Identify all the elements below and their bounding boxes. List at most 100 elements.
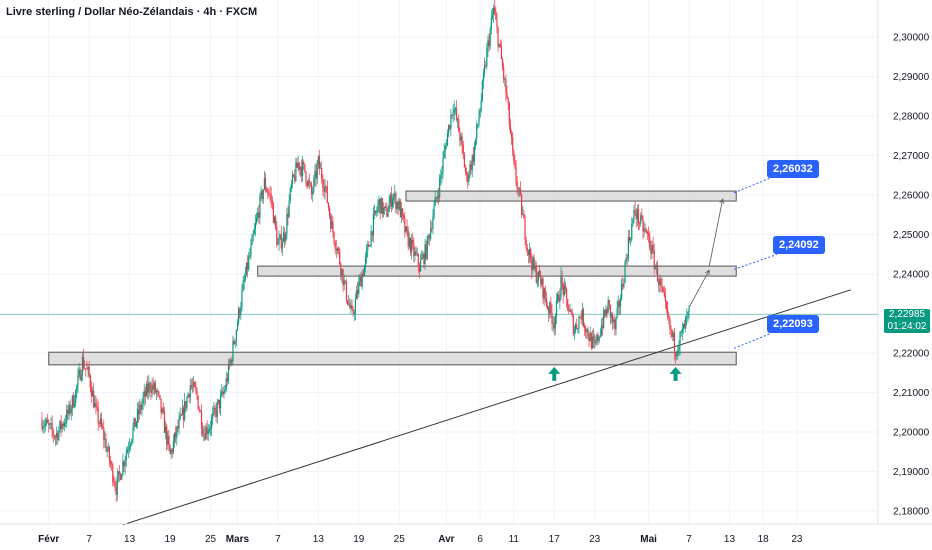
candle-body [153, 383, 155, 390]
candle-body [303, 161, 305, 164]
candle-body [394, 193, 396, 197]
candle-body [596, 334, 598, 343]
candle-body [80, 375, 82, 381]
candle-body [186, 397, 188, 409]
price-tick-label: 2,26000 [893, 191, 930, 202]
candle-body [641, 215, 643, 220]
time-tick-label: 25 [205, 534, 217, 545]
candle-body [623, 282, 625, 287]
candle-body [284, 232, 286, 242]
candle-body [76, 385, 78, 391]
candle-body [271, 199, 273, 205]
candle-body [105, 438, 107, 452]
bar-countdown: 01:24:02 [887, 321, 927, 332]
candle-body [682, 323, 685, 329]
candle-body [300, 167, 303, 176]
candle-body [384, 206, 386, 208]
candle-body [339, 250, 341, 264]
candle-body [224, 389, 226, 392]
candle-body [212, 413, 214, 419]
candle-body [150, 389, 152, 393]
candle-body [267, 191, 269, 194]
candle-body [155, 390, 158, 393]
candle-body [492, 7, 495, 15]
candle-body [494, 7, 496, 14]
candle-body [91, 390, 94, 397]
candle-body [309, 183, 312, 185]
candle-body [126, 449, 128, 454]
candle-body [573, 331, 576, 334]
candle-body [252, 234, 254, 237]
candle-body [395, 193, 397, 209]
candle-body [333, 232, 335, 243]
candle-body [296, 162, 298, 168]
candle-body [97, 407, 99, 424]
candle-body [652, 244, 654, 251]
candle-body [102, 426, 104, 428]
candle-body [152, 384, 154, 390]
candle-body [243, 279, 245, 282]
candle-body [608, 300, 610, 305]
callout-leader [734, 332, 772, 349]
candle-body [458, 118, 460, 133]
price-axis[interactable]: 2,30000 2,29000 2,28000 2,27000 2,26000 2,250… [877, 0, 930, 524]
candle-body [503, 67, 505, 79]
price-tick-label: 2,30000 [893, 33, 930, 44]
candle-body [574, 324, 577, 332]
support-resistance-zones[interactable] [48, 190, 737, 366]
candle-body [591, 336, 594, 349]
candle-body [410, 239, 413, 253]
candle-body [48, 423, 50, 425]
candle-body [561, 275, 563, 284]
candle-body [497, 27, 499, 47]
time-axis[interactable]: Févr 7 13 19 25 Mars 7 13 19 25 Avr 6 11 17 23 Mai 7 13 18… [0, 523, 932, 545]
candle-body [488, 40, 490, 46]
candle-body [71, 395, 73, 409]
candle-body [572, 315, 574, 334]
candle-body [84, 368, 86, 369]
candle-body [376, 211, 378, 213]
candle-body [122, 461, 124, 475]
candle-body [262, 189, 264, 200]
candle-body [595, 342, 597, 344]
candle-body [261, 191, 263, 200]
chart-title: Livre sterling / Dollar Néo-Zélandais · … [6, 6, 258, 18]
candle-body [578, 317, 580, 329]
candle-body [462, 144, 464, 155]
candle-body [111, 463, 113, 465]
candle-body [617, 301, 619, 308]
candle-body [391, 199, 394, 207]
candle-body [530, 249, 532, 261]
candle-body [195, 387, 197, 391]
candle-body [319, 167, 322, 169]
candle-body [191, 386, 194, 388]
candle-body [315, 170, 317, 179]
candle-body [248, 256, 250, 270]
candle-body [205, 426, 207, 440]
candle-body [358, 281, 360, 294]
candle-body [425, 244, 427, 259]
candle-body [281, 242, 283, 249]
candle-body [141, 403, 143, 410]
trendline[interactable] [122, 289, 851, 526]
candle-body [436, 196, 439, 199]
candle-body [221, 391, 223, 395]
candle-body [477, 123, 479, 125]
candle-body [635, 212, 637, 220]
candle-body [510, 133, 513, 139]
candle-body [96, 405, 98, 408]
candle-body [403, 214, 405, 219]
candle-body [337, 248, 340, 251]
candle-body [285, 233, 287, 242]
candle-body [276, 227, 278, 245]
candle-body [507, 97, 509, 104]
candle-body [531, 260, 533, 271]
candle-body [294, 176, 296, 181]
candle-body [72, 395, 75, 407]
candle-body [258, 212, 260, 218]
candle-body [312, 191, 314, 195]
candle-body [293, 174, 295, 177]
time-tick-label: 7 [86, 534, 92, 545]
candle-body [51, 423, 53, 431]
